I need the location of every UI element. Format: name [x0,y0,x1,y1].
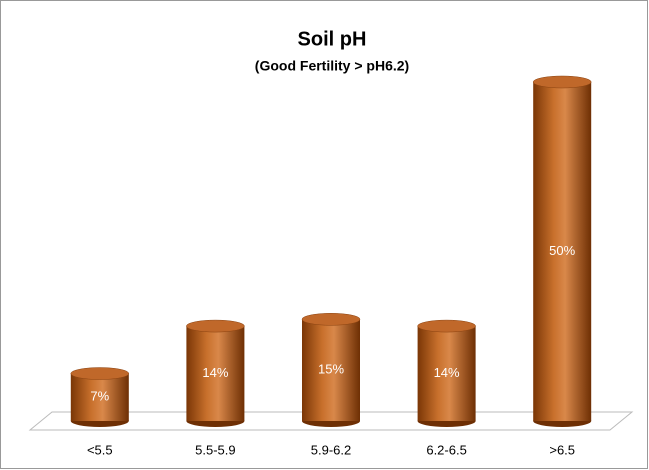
data-label: 50% [549,243,575,258]
bar-top [301,313,361,326]
chart-subtitle: (Good Fertility > pH6.2) [255,58,409,74]
bar-top [532,75,592,89]
bar-top [186,319,245,333]
bar [532,75,592,427]
chart-title: Soil pH [298,28,367,50]
data-label: 14% [202,365,228,380]
x-tick-label: <5.5 [87,442,113,457]
x-tick-label: 5.9-6.2 [311,442,351,457]
x-tick-label: 5.5-5.9 [195,442,235,457]
data-label: 14% [434,365,460,380]
data-label: 15% [318,362,344,377]
bar [301,313,361,427]
bar-top [70,367,130,380]
data-label: 7% [90,389,109,404]
x-tick-label: 6.2-6.5 [426,442,466,457]
bar-body [533,82,592,421]
bar [417,319,476,427]
bar-body [302,319,360,421]
bar-body [186,326,245,421]
bar-body [417,326,476,421]
bar [70,367,130,427]
bar-top [417,319,476,333]
bar-body [70,373,129,421]
x-tick-label: >6.5 [549,442,575,457]
bar [186,319,245,427]
